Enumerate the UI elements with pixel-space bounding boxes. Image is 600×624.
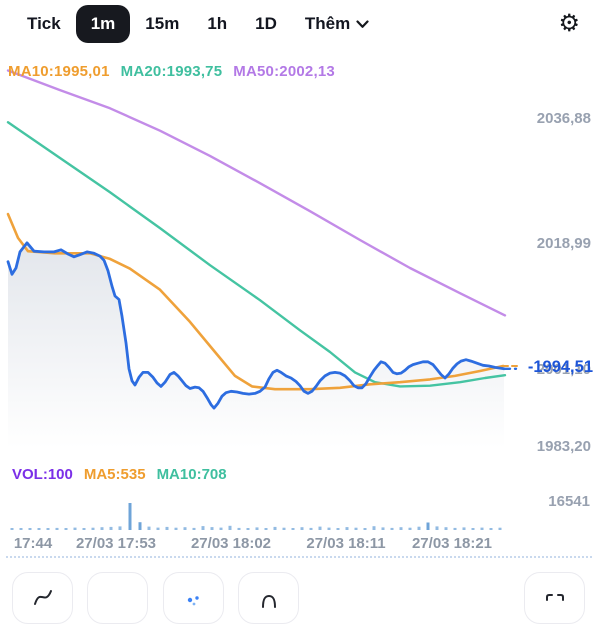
draw-tool-button[interactable] xyxy=(12,572,73,624)
tab-15m[interactable]: 15m xyxy=(132,6,192,42)
vol-ma5-label: MA5:535 xyxy=(83,466,146,483)
volume-axis-label: 16541 xyxy=(548,493,590,510)
ma-legend: MA10:1995,01 MA20:1993,75 MA50:2002,13 xyxy=(8,63,335,80)
x-axis: 17:44 27/03 17:53 27/03 18:02 27/03 18:1… xyxy=(0,535,600,555)
last-price-label: -1994,51 xyxy=(527,357,593,376)
fullscreen-button[interactable] xyxy=(524,572,585,624)
x-axis-tick: 27/03 18:11 xyxy=(306,535,386,552)
indicators-button[interactable] xyxy=(163,572,224,624)
x-axis-tick: 27/03 17:53 xyxy=(75,535,157,552)
chevron-down-icon xyxy=(356,19,369,28)
x-axis-tick: 27/03 18:02 xyxy=(190,535,272,552)
tool-button-2[interactable] xyxy=(87,572,148,624)
gear-icon[interactable]: ⚙ xyxy=(558,10,580,37)
volume-chart-svg[interactable] xyxy=(0,458,600,532)
tab-tick[interactable]: Tick xyxy=(14,6,74,42)
x-axis-tick: 17:44 xyxy=(13,535,53,552)
tab-1h[interactable]: 1h xyxy=(194,6,240,42)
interval-toolbar: Tick 1m 15m 1h 1D Thêm ⚙ xyxy=(0,0,600,48)
tab-label: 1D xyxy=(255,14,277,33)
vol-ma10-label: MA10:708 xyxy=(156,466,227,483)
price-chart[interactable]: MA10:1995,01 MA20:1993,75 MA50:2002,13 2… xyxy=(0,48,600,460)
hidden-icon xyxy=(107,587,129,609)
tab-1m[interactable]: 1m xyxy=(75,5,131,43)
ma50-label: MA50:2002,13 xyxy=(233,63,335,80)
tab-label: 1h xyxy=(207,14,228,33)
scroll-hint-dotted-line xyxy=(6,556,592,558)
ma20-label: MA20:1993,75 xyxy=(120,63,223,80)
y-axis-tick: 2036,88 xyxy=(536,110,591,127)
alert-button[interactable] xyxy=(238,572,299,624)
more-intervals-dropdown[interactable]: Thêm xyxy=(292,6,382,42)
y-axis-tick: 1983,20 xyxy=(536,438,591,455)
ma10-label: MA10:1995,01 xyxy=(8,63,110,80)
bell-icon xyxy=(261,594,276,608)
y-axis-tick: 2001,10 xyxy=(536,361,591,378)
tab-label: 1m xyxy=(90,14,116,33)
vol-label: VOL:100 xyxy=(12,466,73,483)
y-axis-tick: 2018,99 xyxy=(536,235,591,252)
price-chart-svg[interactable] xyxy=(0,48,600,460)
volume-legend: VOL:100 MA5:535 MA10:708 xyxy=(12,466,227,483)
x-axis-tick: 27/03 18:21 xyxy=(411,535,493,552)
sparkle-dots-icon xyxy=(187,596,199,606)
tab-label: 15m xyxy=(145,14,180,33)
fullscreen-icon xyxy=(545,594,564,601)
curve-tool-icon xyxy=(33,590,52,605)
tab-label: Tick xyxy=(27,14,61,33)
tab-label: Thêm xyxy=(304,14,351,33)
tab-1d[interactable]: 1D xyxy=(242,6,290,42)
